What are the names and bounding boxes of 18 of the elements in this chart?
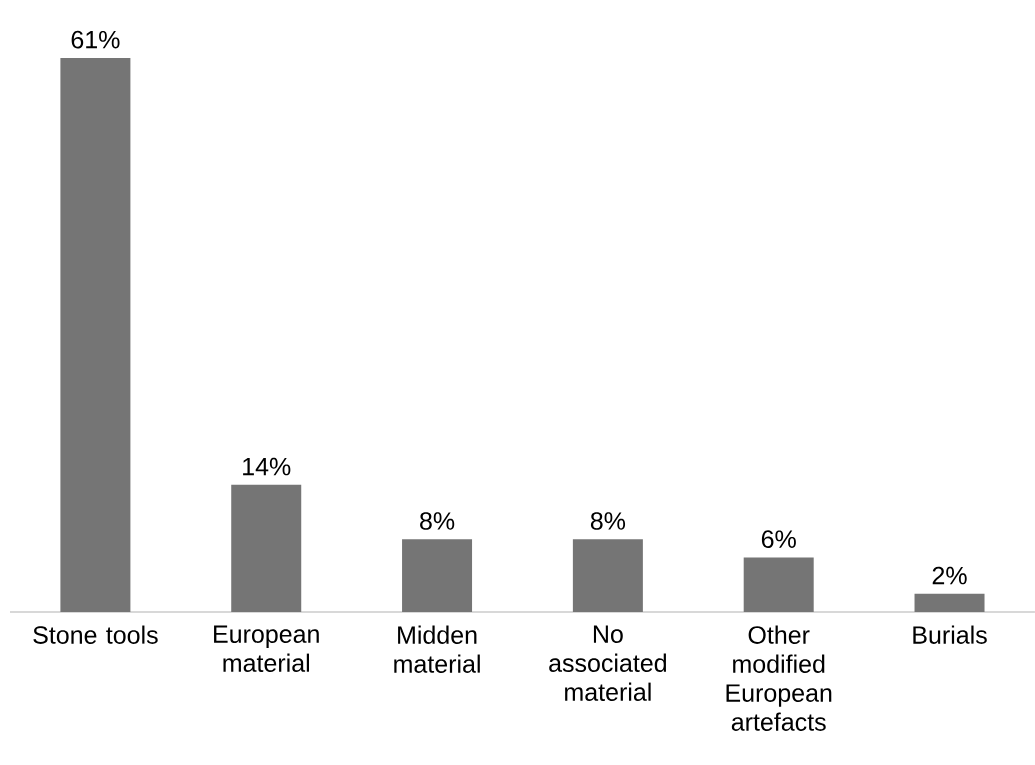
data-label: 61% [71,30,120,49]
data-label: 2% [932,566,967,585]
data-label: 8% [420,512,455,530]
x-tick-label: Stone tools [33,625,158,644]
bar [60,58,131,612]
bar [231,484,302,612]
x-tick-label: Midden material [394,625,480,673]
bar [743,557,814,612]
data-label: 14% [243,457,291,476]
bar [914,593,985,612]
bar [402,539,473,612]
x-tick-label: No associated material [549,625,667,701]
x-tick-label: Burials [913,625,987,644]
data-label: 8% [590,512,626,530]
bar [572,539,643,612]
x-tick-label: Other modified European artefacts [726,625,832,731]
x-tick-label: European material [214,625,319,672]
data-label: 6% [761,530,796,548]
